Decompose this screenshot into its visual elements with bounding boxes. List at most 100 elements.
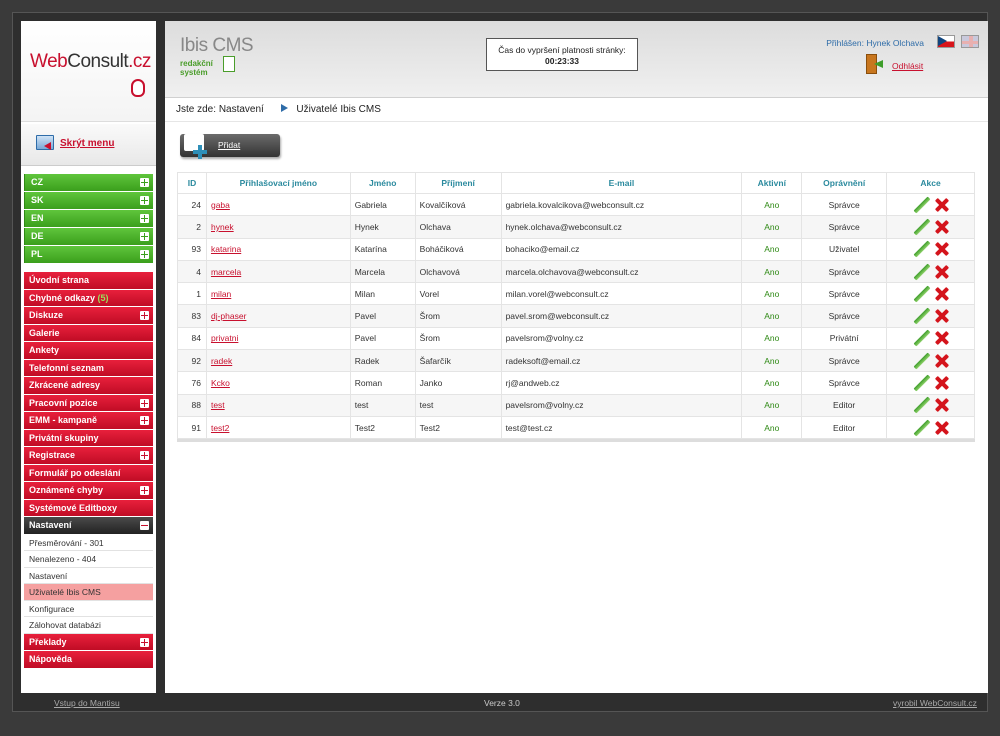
expand-plus-icon[interactable] xyxy=(140,214,149,223)
submenu-item[interactable]: Uživatelé Ibis CMS xyxy=(24,584,153,601)
menu-item-label: Nastavení xyxy=(29,520,72,530)
login-link[interactable]: marcela xyxy=(210,266,242,277)
edit-pencil-icon[interactable] xyxy=(913,241,929,257)
expand-plus-icon[interactable] xyxy=(140,637,149,647)
edit-pencil-icon[interactable] xyxy=(913,330,929,346)
delete-x-icon[interactable] xyxy=(935,309,949,323)
menu-item[interactable]: Ankety xyxy=(24,342,153,359)
edit-pencil-icon[interactable] xyxy=(913,197,929,213)
submenu-item[interactable]: Přesměrování - 301 xyxy=(24,534,153,551)
active-status-cell: Ano xyxy=(741,415,803,440)
expand-plus-icon[interactable] xyxy=(140,178,149,187)
login-link[interactable]: Kcko xyxy=(210,378,230,389)
delete-x-icon[interactable] xyxy=(935,398,949,412)
active-status-cell: Ano xyxy=(741,192,803,217)
login-link[interactable]: test2 xyxy=(210,422,230,433)
login-link[interactable]: privatni xyxy=(210,333,239,344)
mantis-link[interactable]: Vstup do Mantisu xyxy=(54,698,120,708)
expand-plus-icon[interactable] xyxy=(140,398,149,408)
language-item-en[interactable]: EN xyxy=(24,210,153,227)
expand-plus-icon[interactable] xyxy=(140,250,149,259)
expand-plus-icon[interactable] xyxy=(140,486,149,495)
language-item-cz[interactable]: CZ xyxy=(24,174,153,191)
login-link[interactable]: radek xyxy=(210,355,233,366)
edit-pencil-icon[interactable] xyxy=(913,264,929,280)
delete-x-icon[interactable] xyxy=(935,376,949,390)
hide-menu-link[interactable]: Skrýt menu xyxy=(60,138,115,149)
last-name-cell: Šrom xyxy=(414,304,502,328)
login-link[interactable]: milan xyxy=(210,288,232,299)
breadcrumb-level1[interactable]: Nastavení xyxy=(218,104,264,115)
english-flag-icon[interactable] xyxy=(961,35,979,48)
login-link[interactable]: test xyxy=(210,400,225,411)
expand-plus-icon[interactable] xyxy=(140,196,149,205)
menu-item[interactable]: Pracovní pozice xyxy=(24,394,153,411)
first-name-cell: Pavel xyxy=(349,326,416,351)
user-id-cell: 4 xyxy=(177,259,207,284)
submenu-item[interactable]: Nenalezeno - 404 xyxy=(24,551,153,568)
language-item-de[interactable]: DE xyxy=(24,228,153,245)
submenu-item[interactable]: Zálohovat databázi xyxy=(24,617,153,634)
expand-plus-icon[interactable] xyxy=(140,451,149,460)
czech-flag-icon[interactable] xyxy=(937,35,955,48)
menu-item[interactable]: Formulář po odeslání xyxy=(24,464,153,481)
delete-x-icon[interactable] xyxy=(935,287,949,301)
webconsult-logo[interactable]: WebConsult.cz xyxy=(30,51,151,72)
first-name-cell: test xyxy=(349,393,416,417)
expand-plus-icon[interactable] xyxy=(140,416,149,425)
add-user-button[interactable]: Přidat xyxy=(180,134,280,159)
menu-item[interactable]: Oznámené chyby xyxy=(24,482,153,499)
language-label: CZ xyxy=(31,177,43,187)
menu-item[interactable]: Nápověda xyxy=(24,651,153,668)
menu-item[interactable]: Diskuze xyxy=(24,307,153,324)
menu-item[interactable]: Galerie xyxy=(24,324,153,341)
breadcrumb-level2: Uživatelé Ibis CMS xyxy=(296,104,381,115)
delete-x-icon[interactable] xyxy=(935,354,949,368)
actions-cell xyxy=(886,326,975,351)
login-link[interactable]: hynek xyxy=(210,221,234,232)
delete-x-icon[interactable] xyxy=(935,265,949,279)
delete-x-icon[interactable] xyxy=(935,198,949,212)
timer-label: Čas do vypršení platnosti stránky: xyxy=(498,45,626,55)
collapse-minus-icon[interactable] xyxy=(140,521,149,530)
delete-x-icon[interactable] xyxy=(935,220,949,234)
delete-x-icon[interactable] xyxy=(935,421,949,435)
edit-pencil-icon[interactable] xyxy=(913,353,929,369)
language-label: DE xyxy=(31,231,44,241)
submenu-item[interactable]: Konfigurace xyxy=(24,600,153,617)
edit-pencil-icon[interactable] xyxy=(913,286,929,302)
edit-pencil-icon[interactable] xyxy=(913,219,929,235)
last-name-cell: Olchava xyxy=(414,215,502,239)
hide-menu-icon[interactable] xyxy=(36,135,54,150)
expand-plus-icon[interactable] xyxy=(140,232,149,241)
edit-pencil-icon[interactable] xyxy=(913,375,929,391)
edit-pencil-icon[interactable] xyxy=(913,397,929,413)
first-name-cell: Test2 xyxy=(349,415,416,440)
expand-plus-icon[interactable] xyxy=(140,311,149,320)
submenu-item[interactable]: Nastavení xyxy=(24,567,153,584)
menu-item[interactable]: EMM - kampaně xyxy=(24,412,153,429)
menu-item[interactable]: Úvodní strana xyxy=(24,272,153,289)
menu-item-settings[interactable]: Nastavení xyxy=(24,517,153,534)
delete-x-icon[interactable] xyxy=(935,331,949,345)
menu-item[interactable]: Překlady xyxy=(24,633,153,650)
menu-item[interactable]: Registrace xyxy=(24,447,153,464)
menu-item[interactable]: Zkrácené adresy xyxy=(24,377,153,394)
edit-pencil-icon[interactable] xyxy=(913,308,929,324)
menu-item[interactable]: Telefonní seznam xyxy=(24,359,153,376)
breadcrumb: Jste zde: Nastavení Uživatelé Ibis CMS xyxy=(165,99,988,122)
menu-item-label: Ankety xyxy=(29,345,60,355)
logout-link[interactable]: Odhlásit xyxy=(892,61,924,71)
webconsult-credit-link[interactable]: vyrobil WebConsult.cz xyxy=(893,698,977,708)
menu-item[interactable]: Chybné odkazy (5) xyxy=(24,289,153,306)
login-link[interactable]: gaba xyxy=(210,199,230,210)
delete-x-icon[interactable] xyxy=(935,242,949,256)
language-item-sk[interactable]: SK xyxy=(24,192,153,209)
logout-icon[interactable] xyxy=(866,54,883,74)
menu-item[interactable]: Systémové Editboxy xyxy=(24,499,153,516)
menu-item[interactable]: Privátní skupiny xyxy=(24,429,153,446)
edit-pencil-icon[interactable] xyxy=(913,420,929,436)
language-item-pl[interactable]: PL xyxy=(24,246,153,263)
login-link[interactable]: dj-phaser xyxy=(210,311,247,322)
login-link[interactable]: katarina xyxy=(210,244,242,255)
